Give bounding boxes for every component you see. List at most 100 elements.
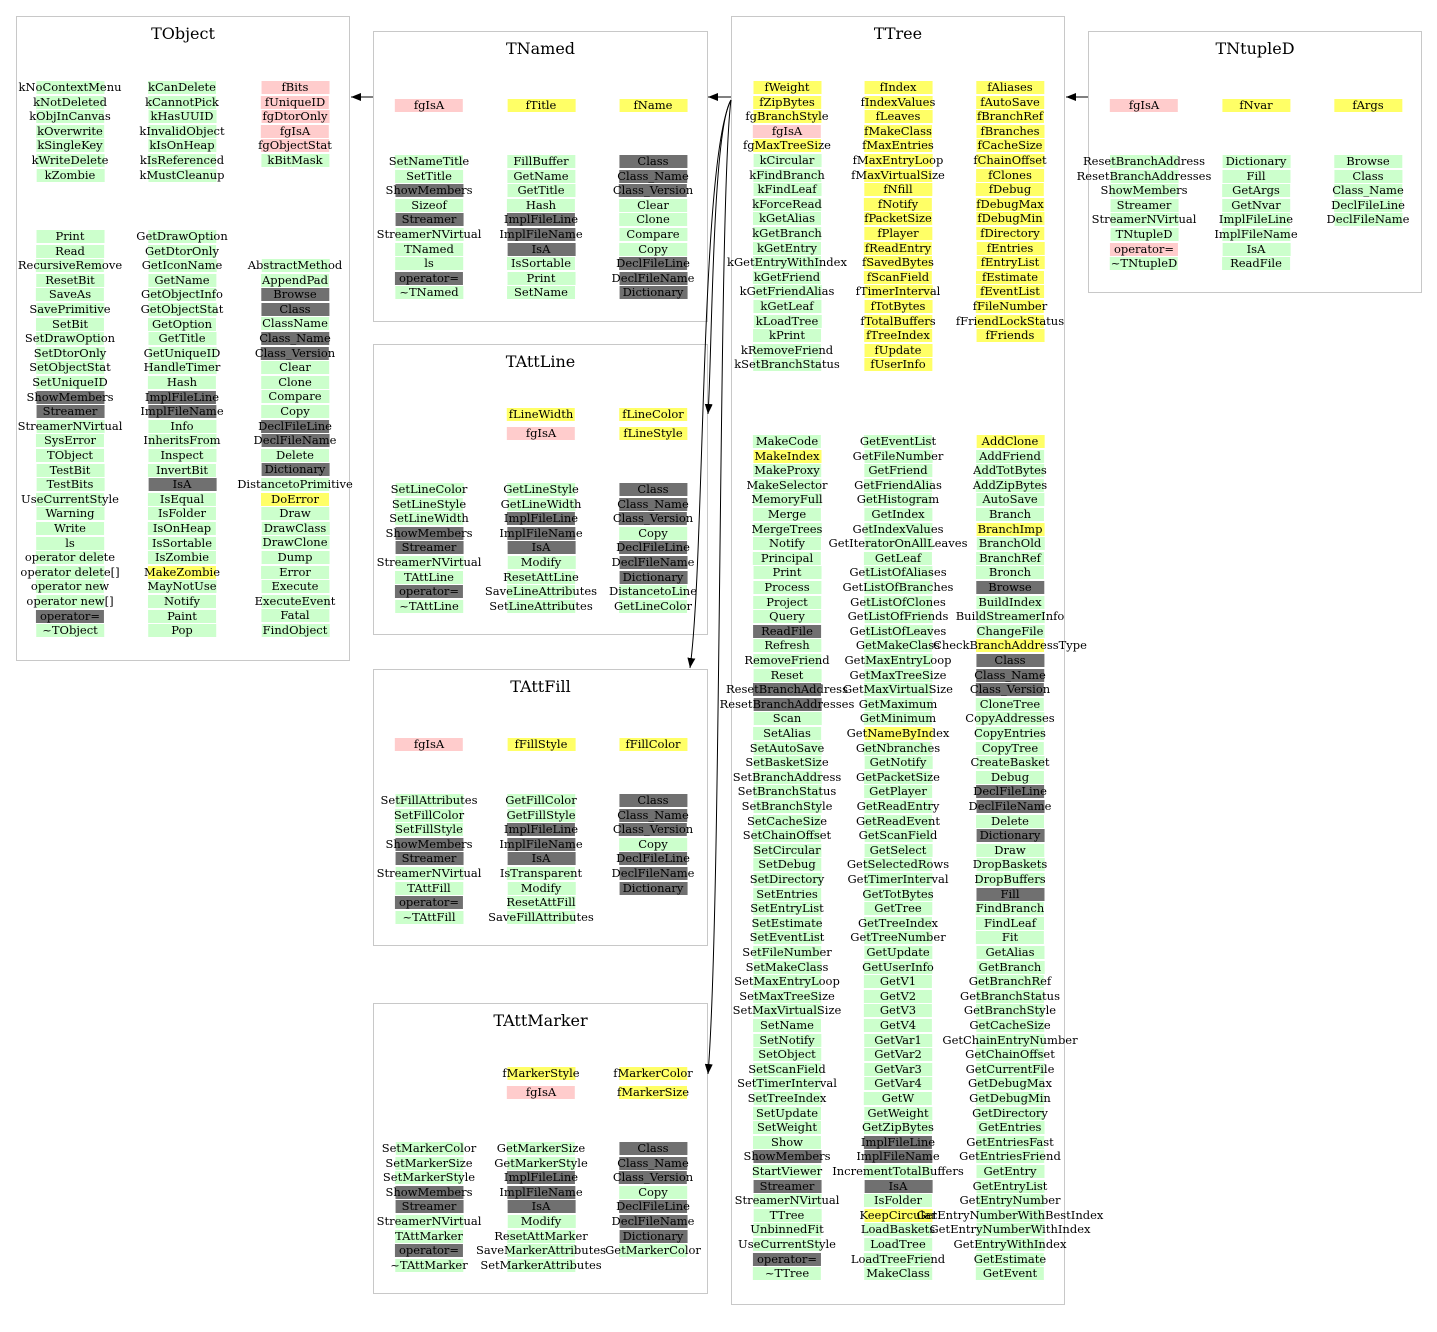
member-label: SetName: [514, 285, 568, 300]
member-label: GetVar3: [874, 1061, 922, 1076]
member-background: [147, 390, 216, 404]
class-member: ImplFileName: [499, 228, 583, 241]
member-label: fFillStyle: [514, 737, 568, 751]
class-member: GetTitle: [506, 184, 575, 198]
class-member: kWriteDelete: [32, 154, 108, 167]
member-label: SetMarkerAttributes: [480, 1257, 602, 1272]
member-label: UseCurrentStyle: [21, 491, 119, 506]
member-label: HandleTimer: [143, 360, 221, 375]
member-label: GetEntriesFast: [966, 1134, 1054, 1149]
class-member: fTreeIndex: [864, 329, 933, 343]
member-background: [753, 595, 822, 609]
class-member: kNoContextMenu: [18, 81, 122, 94]
class-member: kIsReferenced: [140, 154, 224, 167]
member-label: Dictionary: [622, 285, 684, 300]
member-label: SetCacheSize: [746, 813, 828, 828]
member-background: [260, 609, 329, 623]
class-member: fNvar: [1221, 99, 1290, 112]
member-label: IsFolder: [873, 1193, 923, 1208]
member-label: fMaxEntries: [862, 138, 934, 153]
member-background: [147, 580, 216, 594]
member-label: DoError: [271, 491, 319, 506]
member-label: fgIsA: [413, 98, 445, 112]
member-background: [753, 975, 822, 989]
member-background: [752, 1033, 821, 1047]
member-label: Clone: [636, 212, 670, 227]
member-background: [864, 212, 933, 226]
class-member: SetUniqueID: [32, 376, 108, 389]
member-label: DeclFileName: [1326, 212, 1410, 227]
class-member: SetDirectory: [750, 873, 824, 886]
member-label: kFindBranch: [749, 167, 825, 182]
member-label: GetCurrentFile: [965, 1061, 1055, 1076]
member-background: [864, 139, 933, 153]
member-background: [618, 427, 687, 440]
class-member: SetMarkerSize: [385, 1156, 473, 1170]
class-member: SetLineWidth: [389, 512, 469, 526]
member-label: SetLineColor: [390, 482, 468, 496]
member-label: kIsReferenced: [139, 153, 225, 167]
member-background: [147, 376, 216, 389]
member-background: [147, 565, 216, 579]
member-label: TAttFill: [407, 880, 451, 895]
class-member: Browse: [1333, 155, 1402, 168]
member-label: SetEventList: [749, 930, 825, 945]
class-member: Class: [618, 483, 687, 496]
class-member: fIndex: [864, 81, 933, 94]
class-member: Bronch: [975, 566, 1044, 580]
member-label: fBits: [281, 80, 309, 94]
member-background: [752, 1150, 821, 1164]
class-member: LoadTree: [864, 1238, 933, 1251]
member-label: Dictionary: [622, 1228, 684, 1243]
class-member: operator=: [394, 1244, 463, 1258]
member-label: kSetBranchStatus: [734, 357, 840, 372]
member-label: fgIsA: [279, 123, 311, 138]
member-label: Principal: [760, 550, 814, 565]
member-label: fDirectory: [980, 226, 1040, 240]
class-member: GetMaxTreeSize: [850, 668, 946, 682]
member-background: [753, 1077, 822, 1091]
member-background: [395, 198, 464, 212]
member-label: SetFileNumber: [742, 945, 832, 959]
member-background: [619, 881, 688, 895]
class-member: ShowMembers: [385, 1184, 473, 1199]
class-member: fFileNumber: [973, 300, 1047, 313]
member-background: [261, 139, 330, 153]
member-background: [753, 139, 822, 153]
class-member: GetTimerInterval: [847, 873, 949, 886]
member-background: [506, 155, 575, 168]
member-label: ShowMembers: [385, 1184, 473, 1199]
class-member: GetIndex: [863, 508, 932, 521]
member-label: SaveFillAttributes: [488, 909, 594, 924]
member-label: ~TTree: [764, 1266, 810, 1281]
member-label: fSavedBytes: [862, 255, 934, 270]
member-label: fEventList: [980, 284, 1040, 299]
member-background: [395, 1215, 464, 1228]
class-member: fPlayer: [863, 227, 932, 240]
member-background: [395, 599, 464, 613]
member-label: FillBuffer: [513, 154, 569, 168]
class-member: FindLeaf: [976, 916, 1045, 930]
member-background: [752, 1135, 821, 1149]
class-member: Draw: [975, 843, 1044, 857]
member-label: GetIndexValues: [852, 521, 944, 536]
member-background: [394, 1171, 463, 1185]
class-member: CopyEntries: [974, 727, 1046, 740]
member-label: kFindLeaf: [757, 182, 817, 197]
member-background: [148, 303, 217, 316]
class-member: DrawClass: [261, 521, 330, 535]
member-label: GetTotBytes: [862, 886, 934, 901]
member-background: [753, 1179, 822, 1193]
member-background: [753, 566, 822, 580]
class-member: fChainOffset: [973, 154, 1047, 167]
member-background: [753, 800, 822, 813]
class-member: Streamer: [1110, 198, 1179, 212]
member-label: kRemoveFriend: [740, 342, 834, 357]
member-label: SetMaxVirtualSize: [732, 1003, 842, 1018]
class-member: GetBranch: [976, 960, 1045, 974]
class-member: Class: [260, 302, 329, 316]
class-member: DeclFileName: [612, 867, 694, 880]
member-label: TNamed: [404, 241, 454, 256]
class-member: GetMaxEntryLoop: [845, 654, 952, 667]
member-label: IsA: [531, 851, 551, 866]
